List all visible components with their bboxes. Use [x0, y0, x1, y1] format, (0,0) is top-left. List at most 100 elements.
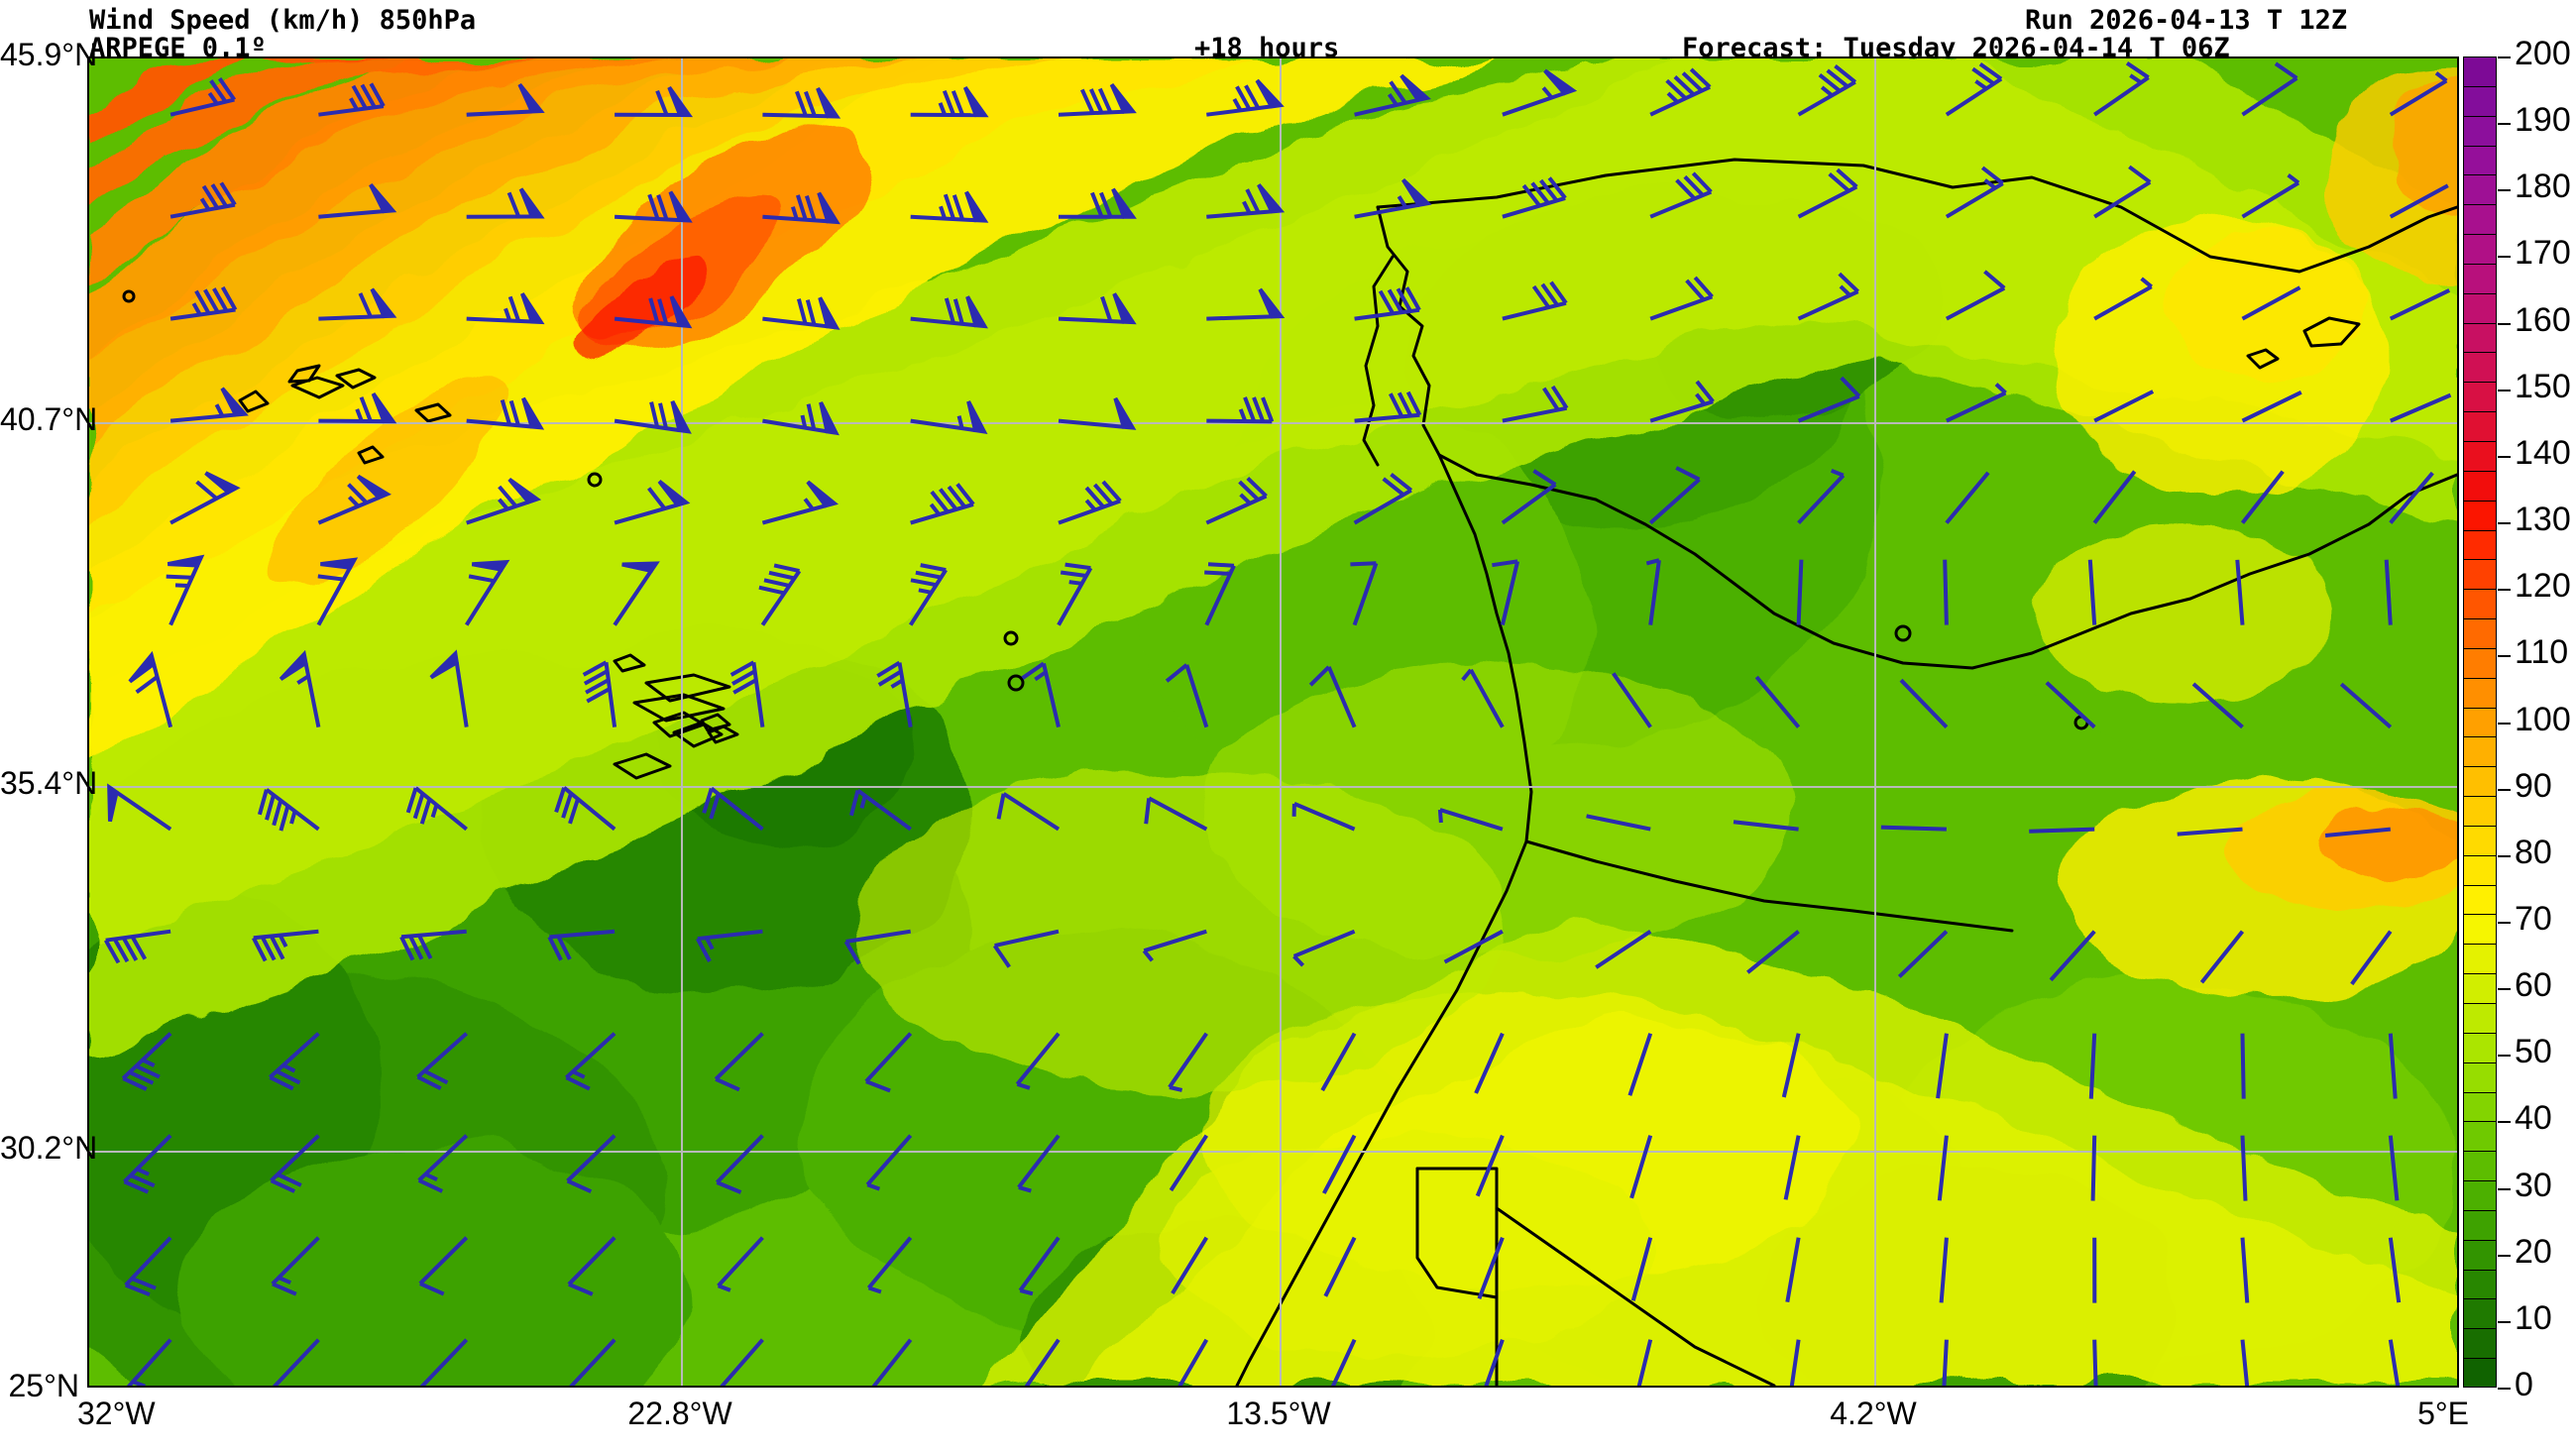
wind-barb: [1799, 560, 1802, 625]
colorbar-band: [2463, 1240, 2497, 1270]
latitude-tick-label: 45.9°N: [0, 37, 79, 73]
colorbar-tick: [2498, 1055, 2511, 1057]
colorbar-band: [2463, 708, 2497, 737]
wind-barb: [2243, 1034, 2244, 1099]
colorbar-band: [2463, 648, 2497, 678]
colorbar-tick-label: 200: [2515, 35, 2571, 73]
colorbar-tick: [2498, 1388, 2511, 1390]
colorbar-tick-label: 120: [2515, 567, 2571, 606]
colorbar-band: [2463, 1298, 2497, 1328]
colorbar-tick: [2498, 855, 2511, 857]
colorbar-band: [2463, 1151, 2497, 1180]
colorbar-tick-label: 130: [2515, 501, 2571, 539]
colorbar-tick: [2498, 1188, 2511, 1190]
colorbar-band: [2463, 826, 2497, 855]
colorbar-band: [2463, 1003, 2497, 1033]
colorbar-band: [2463, 234, 2497, 264]
colorbar-band: [2463, 559, 2497, 589]
colorbar-tick: [2498, 723, 2511, 725]
colorbar-band: [2463, 766, 2497, 796]
colorbar-tick: [2498, 589, 2511, 591]
colorbar-band: [2463, 1270, 2497, 1299]
colorbar-band: [2463, 174, 2497, 204]
colorbar-band: [2463, 264, 2497, 293]
colorbar-band: [2463, 1210, 2497, 1240]
colorbar-tick-label: 10: [2515, 1299, 2552, 1338]
colorbar-tick-label: 50: [2515, 1033, 2552, 1071]
colorbar-band: [2463, 1358, 2497, 1388]
colorbar-band: [2463, 471, 2497, 501]
colorbar-tick: [2498, 390, 2511, 391]
colorbar-band: [2463, 411, 2497, 441]
colorbar-tick: [2498, 1121, 2511, 1123]
colorbar-band: [2463, 352, 2497, 382]
colorbar-tick: [2498, 456, 2511, 458]
longitude-tick-label: 5°E: [2271, 1396, 2469, 1432]
colorbar-band: [2463, 501, 2497, 530]
colorbar-band: [2463, 293, 2497, 323]
colorbar-band: [2463, 1180, 2497, 1210]
longitude-tick-label: 13.5°W: [1179, 1396, 1378, 1432]
longitude-tick-label: 4.2°W: [1774, 1396, 1972, 1432]
colorbar-band: [2463, 1092, 2497, 1122]
wind-barb: [2094, 1340, 2096, 1386]
colorbar-tick-label: 60: [2515, 966, 2552, 1005]
colorbar-tick: [2498, 655, 2511, 657]
colorbar-tick-label: 90: [2515, 767, 2552, 806]
colorbar-band: [2463, 323, 2497, 353]
colorbar-band: [2463, 618, 2497, 648]
colorbar-band: [2463, 914, 2497, 944]
colorbar[interactable]: [2463, 56, 2497, 1388]
latitude-tick-label: 25°N: [0, 1368, 79, 1404]
colorbar-band: [2463, 382, 2497, 411]
colorbar-band: [2463, 1062, 2497, 1092]
colorbar-band: [2463, 116, 2497, 146]
colorbar-band: [2463, 855, 2497, 885]
colorbar-tick-label: 150: [2515, 368, 2571, 406]
colorbar-tick: [2498, 123, 2511, 125]
colorbar-band: [2463, 973, 2497, 1003]
page-title: Wind Speed (km/h) 850hPa: [89, 5, 476, 36]
colorbar-band: [2463, 530, 2497, 560]
colorbar-tick: [2498, 988, 2511, 990]
colorbar-band: [2463, 441, 2497, 471]
colorbar-tick: [2498, 256, 2511, 258]
colorbar-band: [2463, 56, 2497, 86]
colorbar-tick-label: 110: [2515, 633, 2568, 672]
colorbar-band: [2463, 146, 2497, 175]
wind-speed-field: [89, 58, 2457, 1386]
colorbar-tick: [2498, 789, 2511, 791]
colorbar-band: [2463, 204, 2497, 234]
wind-speed-map[interactable]: [87, 56, 2459, 1388]
colorbar-tick: [2498, 323, 2511, 325]
colorbar-tick-label: 80: [2515, 834, 2552, 872]
wind-barb: [2029, 830, 2094, 832]
wind-barb: [1881, 828, 1947, 830]
colorbar-tick: [2498, 1255, 2511, 1257]
colorbar-tick-label: 100: [2515, 701, 2571, 739]
colorbar-tick-label: 40: [2515, 1099, 2552, 1138]
latitude-tick-label: 35.4°N: [0, 765, 79, 802]
colorbar-band: [2463, 1121, 2497, 1151]
colorbar-tick-label: 170: [2515, 234, 2571, 273]
colorbar-band: [2463, 885, 2497, 915]
colorbar-tick-label: 160: [2515, 301, 2571, 340]
colorbar-tick: [2498, 922, 2511, 924]
colorbar-tick-label: 190: [2515, 101, 2571, 140]
latitude-tick-label: 40.7°N: [0, 401, 79, 438]
latitude-tick-label: 30.2°N: [0, 1130, 79, 1167]
colorbar-band: [2463, 678, 2497, 708]
colorbar-tick-label: 180: [2515, 168, 2571, 206]
colorbar-band: [2463, 1328, 2497, 1358]
longitude-tick-label: 22.8°W: [581, 1396, 779, 1432]
colorbar-tick: [2498, 189, 2511, 191]
colorbar-tick-label: 0: [2515, 1366, 2533, 1404]
longitude-tick-label: 32°W: [77, 1396, 276, 1432]
colorbar-tick: [2498, 1321, 2511, 1323]
colorbar-tick-label: 140: [2515, 434, 2571, 473]
colorbar-band: [2463, 944, 2497, 973]
colorbar-tick: [2498, 56, 2511, 58]
colorbar-band: [2463, 1033, 2497, 1062]
colorbar-tick-label: 20: [2515, 1233, 2552, 1272]
colorbar-band: [2463, 589, 2497, 618]
